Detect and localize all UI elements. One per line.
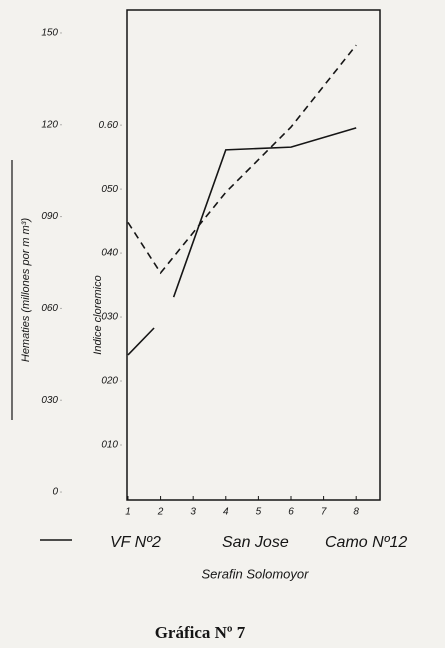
y2-tick-label: 020 xyxy=(101,376,118,387)
annotation: Camo Nº12 xyxy=(325,534,407,551)
y-axis-label: Hematies (millones por m m³) xyxy=(20,218,32,363)
x-tick-label: 4 xyxy=(223,507,229,518)
x-tick-label: 6 xyxy=(288,507,294,518)
y2-tick-label: 050 xyxy=(101,184,118,195)
series-line xyxy=(127,127,357,356)
y-tick-label: 120 xyxy=(41,119,58,130)
annotation: San Jose xyxy=(222,534,289,551)
y-tick-label: 090 xyxy=(41,211,58,222)
x-tick-label: 3 xyxy=(190,507,196,518)
x-tick-label: 5 xyxy=(256,507,262,518)
series-line xyxy=(127,44,357,275)
x-tick-label: 2 xyxy=(157,507,164,518)
annotation: VF Nº2 xyxy=(110,534,161,551)
y-tick-label: 060 xyxy=(41,303,58,314)
x-tick-label: 7 xyxy=(321,507,327,518)
y-tick-label: 0 xyxy=(52,487,58,498)
annotation: Serafin Solomoyor xyxy=(202,566,310,581)
y-tick-label: 030 xyxy=(41,395,58,406)
plot-frame xyxy=(126,9,381,501)
x-tick-label: 1 xyxy=(125,507,131,518)
y2-tick-label: 0.60 xyxy=(99,120,119,131)
x-tick-label: 8 xyxy=(353,507,359,518)
y2-tick-label: 010 xyxy=(101,440,118,451)
caption: Gráfica Nº 7 xyxy=(155,623,246,642)
y2-axis-label: Indice cloremico xyxy=(92,275,104,354)
y2-tick-label: 030 xyxy=(101,312,118,323)
y2-tick-label: 040 xyxy=(101,248,118,259)
y-tick-label: 150 xyxy=(41,28,58,39)
